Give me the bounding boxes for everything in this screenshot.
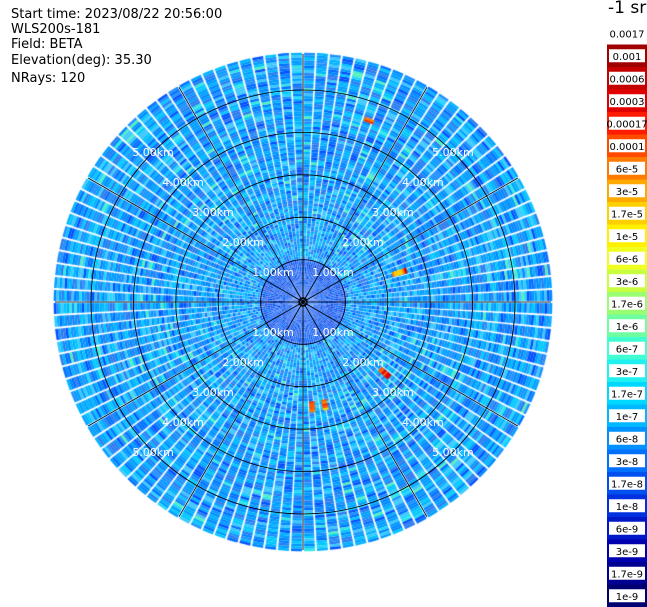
colorbar-label-box (609, 319, 645, 333)
ring-label-2km-1: 2.00km (342, 236, 384, 249)
ring-label-5km-0: 5.00km (132, 146, 174, 159)
radar-center-marker (298, 297, 308, 307)
colorbar-label-box (609, 454, 645, 468)
nrays-label: NRays: 120 (11, 71, 88, 86)
colorbar-tick-label: 1.7e-6 (611, 299, 643, 310)
azimuth-spoke-240 (178, 86, 304, 303)
colorbar-label-box (609, 296, 645, 310)
colorbar-label-box (609, 184, 645, 198)
instrument-label: WLS200s-181 (11, 22, 103, 37)
colorbar-tick-label: 1.7e-9 (611, 569, 643, 580)
colorbar-tick-label: 1.7e-8 (611, 479, 643, 490)
ring-label-1km-1: 1.00km (312, 266, 354, 279)
ring-label-3km-3: 3.00km (372, 386, 414, 399)
azimuth-spoke-210 (87, 177, 304, 303)
colorbar-label-box (609, 589, 645, 603)
colorbar-tick-label: 0.001 (613, 52, 642, 63)
colorbar-label-box (609, 274, 645, 288)
colorbar-label-box (609, 161, 645, 175)
elevation-label: Elevation(deg): 35.30 (11, 53, 154, 68)
colorbar-tick-label: 0.0006 (610, 74, 645, 85)
colorbar-label-box (609, 229, 645, 243)
colorbar-label-box (609, 409, 645, 423)
colorbar-label-box (609, 94, 645, 108)
ring-label-2km-2: 2.00km (222, 356, 264, 369)
ring-label-1km-3: 1.00km (312, 326, 354, 339)
colorbar-tick-label: 6e-5 (616, 164, 639, 175)
ring-label-4km-1: 4.00km (402, 176, 444, 189)
colorbar-tick-label: 6e-9 (616, 524, 639, 535)
colorbar-label-box (609, 341, 645, 355)
colorbar-label-box (609, 499, 645, 513)
colorbar-label-box (609, 49, 645, 63)
ring-label-2km-3: 2.00km (342, 356, 384, 369)
azimuth-spoke-120 (178, 301, 304, 518)
start-time-label: Start time: 2023/08/22 20:56:00 (11, 7, 223, 22)
colorbar: 0.0017 0.001 0.0006 0.0003 0.00017 0.0001 6e-5… (607, 22, 647, 607)
colorbar-tick-label: 3e-7 (616, 367, 639, 378)
colorbar-tick-label: 3e-6 (616, 277, 639, 288)
colorbar-unit-label: -1 sr (608, 0, 647, 18)
colorbar-label-box (609, 431, 645, 445)
colorbar-label-box (609, 251, 645, 265)
colorbar-label-box (609, 116, 645, 130)
colorbar-tick-label: 6e-6 (616, 254, 639, 265)
colorbar-tick-label: 1e-9 (616, 592, 639, 603)
colorbar-tick-label: 3e-9 (616, 547, 639, 558)
colorbar-label-box (609, 364, 645, 378)
colorbar-tick-label: 1e-5 (616, 232, 639, 243)
ring-label-1km-2: 1.00km (252, 326, 294, 339)
colorbar-label-box (609, 544, 645, 558)
colorbar-tick-label: 1.7e-7 (611, 389, 643, 400)
ring-label-3km-1: 3.00km (372, 206, 414, 219)
colorbar-label-box (609, 26, 645, 40)
colorbar-tick-label: 1e-8 (616, 502, 639, 513)
colorbar-tick-label: 3e-5 (616, 187, 639, 198)
ring-label-2km-0: 2.00km (222, 236, 264, 249)
azimuth-spoke-60 (302, 301, 428, 518)
field-label: Field: BETA (11, 37, 85, 52)
ring-label-3km-0: 3.00km (192, 206, 234, 219)
colorbar-tick-label: 0.0001 (610, 142, 645, 153)
colorbar-tick-label: 0.00017 (607, 119, 647, 130)
azimuth-spoke-30 (302, 301, 519, 427)
ring-label-1km-0: 1.00km (252, 266, 294, 279)
ring-label-3km-2: 3.00km (192, 386, 234, 399)
azimuth-spoke-300 (302, 86, 428, 303)
ring-label-4km-3: 4.00km (402, 416, 444, 429)
colorbar-label-box (609, 386, 645, 400)
colorbar-tick-label: 1e-6 (616, 322, 639, 333)
colorbar-tick-label: 6e-8 (616, 434, 639, 445)
ring-label-5km-2: 5.00km (132, 446, 174, 459)
colorbar-label-box (609, 139, 645, 153)
colorbar-tick-label: 0.0017 (610, 29, 645, 40)
ring-label-5km-3: 5.00km (432, 446, 474, 459)
range-ring-overlay: 1.00km 1.00km 1.00km 1.00km 2.00km 2.00km 2.00… (54, 53, 552, 551)
colorbar-tick-label: 3e-8 (616, 457, 639, 468)
colorbar-tick-label: 1.7e-5 (611, 209, 643, 220)
colorbar-label-box (609, 521, 645, 535)
colorbar-tick-label: 6e-7 (616, 344, 639, 355)
colorbar-tick-label: 1e-7 (616, 412, 639, 423)
ring-label-4km-0: 4.00km (162, 176, 204, 189)
colorbar-tick-label: 0.0003 (610, 97, 645, 108)
ring-label-5km-1: 5.00km (432, 146, 474, 159)
ring-label-4km-2: 4.00km (162, 416, 204, 429)
colorbar-label-box (609, 71, 645, 85)
azimuth-spoke-330 (302, 177, 519, 303)
colorbar-label-box (609, 206, 645, 220)
colorbar-label-box (609, 476, 645, 490)
colorbar-label-box (609, 566, 645, 580)
azimuth-spoke-150 (87, 301, 304, 427)
